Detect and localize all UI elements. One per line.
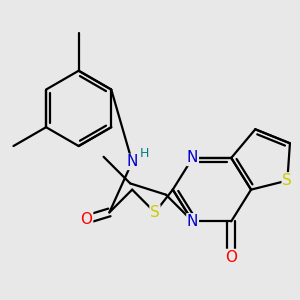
Text: H: H <box>140 148 149 160</box>
Text: N: N <box>187 214 198 229</box>
Text: N: N <box>127 154 138 169</box>
Text: S: S <box>283 173 292 188</box>
Text: S: S <box>283 173 292 188</box>
Text: S: S <box>150 205 160 220</box>
Text: O: O <box>225 250 237 265</box>
Text: O: O <box>81 212 93 227</box>
Text: N: N <box>187 150 198 165</box>
